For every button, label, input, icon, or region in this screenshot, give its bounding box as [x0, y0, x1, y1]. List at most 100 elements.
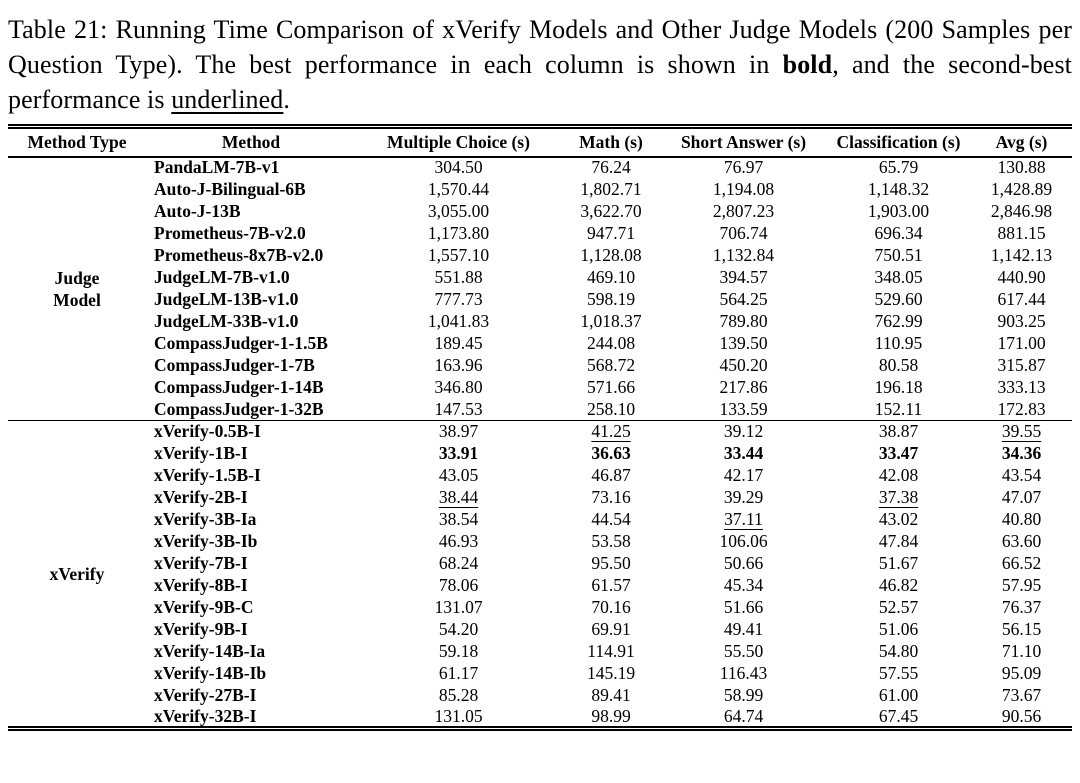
- value-cell: 116.43: [719, 662, 768, 683]
- value-cell: 114.91: [587, 640, 635, 661]
- table-row: Prometheus-8x7B-v2.0 1,557.10 1,128.08 1,13…: [8, 245, 1072, 267]
- method-name: xVerify-0.5B-I: [154, 421, 261, 441]
- table-row: xVerify-32B-I 131.05 98.99 64.74 67.45 90.56: [8, 707, 1072, 729]
- value-cell: 1,570.44: [427, 178, 490, 199]
- value-cell: 36.63: [591, 442, 631, 463]
- table-caption: Table 21: Running Time Comparison of xVe…: [8, 12, 1072, 117]
- value-cell: 45.34: [723, 574, 764, 595]
- table-row: Judge Model PandaLM-7B-v1 304.50 76.24 76.97 6…: [8, 157, 1072, 310]
- value-cell: 1,557.10: [427, 244, 490, 265]
- value-cell: 98.99: [591, 705, 631, 726]
- value-cell: 617.44: [997, 288, 1046, 309]
- value-cell: 42.17: [723, 464, 764, 485]
- value-cell: 1,148.32: [867, 178, 930, 199]
- value-cell: 217.86: [719, 376, 768, 397]
- table-row: Prometheus-7B-v2.0 1,173.80 947.71 706.74 69…: [8, 223, 1072, 245]
- value-cell: 95.09: [1001, 662, 1042, 683]
- value-cell: 49.41: [723, 618, 764, 639]
- value-cell: 89.41: [591, 684, 631, 705]
- method-type-label-line: xVerify: [49, 563, 105, 584]
- method-name: PandaLM-7B-v1: [154, 157, 280, 178]
- value-cell: 529.60: [874, 288, 923, 309]
- value-cell: 80.58: [878, 354, 919, 375]
- paper-page: Table 21: Running Time Comparison of xVe…: [8, 12, 1072, 731]
- column-header-1: Method: [221, 131, 281, 152]
- value-cell: 315.87: [997, 354, 1046, 375]
- value-cell: 42.08: [878, 464, 919, 485]
- value-cell: 106.06: [719, 530, 768, 551]
- value-cell: 76.24: [591, 157, 631, 178]
- table-row: xVerify-7B-I 68.24 95.50 50.66 51.67 66.52: [8, 553, 1072, 575]
- value-cell: 55.50: [723, 640, 764, 661]
- table-row: xVerify xVerify-0.5B-I 38.97 41.25 39.12 38.8…: [8, 421, 1072, 583]
- value-cell: 51.06: [878, 618, 919, 639]
- method-name: xVerify-3B-Ib: [154, 530, 258, 551]
- value-cell: 152.11: [874, 398, 923, 419]
- value-cell: 33.44: [723, 442, 764, 463]
- value-cell: 43.02: [878, 508, 919, 529]
- table-row: CompassJudger-1-14B 346.80 571.66 217.86 196…: [8, 377, 1072, 399]
- value-cell: 76.37: [1001, 596, 1042, 617]
- value-cell: 37.38: [878, 486, 919, 507]
- value-cell: 54.80: [878, 640, 919, 661]
- value-cell: 2,807.23: [712, 200, 775, 221]
- value-cell: 440.90: [997, 266, 1046, 287]
- table-row: xVerify-9B-C 131.07 70.16 51.66 52.57 76.37: [8, 597, 1072, 619]
- caption-bold-word: bold: [782, 50, 833, 79]
- value-cell: 131.05: [434, 705, 483, 726]
- column-header-2: Multiple Choice (s): [387, 131, 530, 152]
- value-cell: 131.07: [434, 596, 483, 617]
- value-cell: 71.10: [1001, 640, 1042, 661]
- value-cell: 39.12: [723, 421, 764, 441]
- value-cell: 903.25: [997, 310, 1046, 331]
- value-cell: 762.99: [874, 310, 923, 331]
- method-type-label-line: Judge: [54, 267, 100, 288]
- value-cell: 777.73: [434, 288, 483, 309]
- method-name: xVerify-1.5B-I: [154, 464, 261, 485]
- value-cell: 1,041.83: [427, 310, 490, 331]
- group-xverify: xVerify xVerify-0.5B-I 38.97 41.25 39.12 38.8…: [8, 421, 1072, 729]
- table-row: xVerify-1.5B-I 43.05 46.87 42.17 42.08 43.54: [8, 465, 1072, 487]
- value-cell: 90.56: [1001, 705, 1042, 726]
- value-cell: 394.57: [719, 266, 768, 287]
- method-type-label: Judge Model: [8, 157, 146, 421]
- method-name: CompassJudger-1-32B: [154, 398, 324, 419]
- method-name: xVerify-14B-Ib: [154, 662, 267, 683]
- value-cell: 163.96: [434, 354, 483, 375]
- table-row: Auto-J-Bilingual-6B 1,570.44 1,802.71 1,194…: [8, 179, 1072, 201]
- value-cell: 750.51: [874, 244, 923, 265]
- method-name: xVerify-9B-I: [154, 618, 248, 639]
- value-cell: 1,173.80: [427, 222, 490, 243]
- method-type-label-line: Model: [53, 289, 101, 310]
- value-cell: 304.50: [434, 157, 483, 178]
- value-cell: 33.47: [878, 442, 919, 463]
- value-cell: 38.54: [438, 508, 479, 529]
- value-cell: 51.67: [878, 552, 919, 573]
- table-row: xVerify-14B-Ia 59.18 114.91 55.50 54.80 71.10: [8, 641, 1072, 663]
- value-cell: 2,846.98: [990, 200, 1053, 221]
- value-cell: 61.57: [591, 574, 631, 595]
- method-name: xVerify-14B-Ia: [154, 640, 266, 661]
- value-cell: 598.19: [586, 288, 636, 309]
- value-cell: 50.66: [723, 552, 764, 573]
- value-cell: 95.50: [591, 552, 631, 573]
- value-cell: 61.00: [878, 684, 919, 705]
- value-cell: 145.19: [586, 662, 636, 683]
- value-cell: 133.59: [719, 398, 768, 419]
- method-name: xVerify-2B-I: [154, 486, 248, 507]
- column-header-4: Short Answer (s): [680, 131, 807, 152]
- method-name: xVerify-1B-I: [154, 442, 248, 463]
- method-name: xVerify-27B-I: [154, 684, 257, 705]
- method-name: CompassJudger-1-1.5B: [154, 332, 328, 353]
- value-cell: 450.20: [719, 354, 768, 375]
- table-row: CompassJudger-1-1.5B 189.45 244.08 139.50 11…: [8, 333, 1072, 355]
- value-cell: 147.53: [434, 398, 483, 419]
- value-cell: 171.00: [997, 332, 1046, 353]
- caption-text-2: , and the second-best performance is: [8, 50, 1072, 114]
- value-cell: 76.97: [723, 157, 764, 178]
- value-cell: 69.91: [591, 618, 631, 639]
- value-cell: 39.29: [723, 486, 764, 507]
- value-cell: 38.97: [438, 421, 479, 441]
- value-cell: 789.80: [719, 310, 768, 331]
- value-cell: 947.71: [586, 222, 636, 243]
